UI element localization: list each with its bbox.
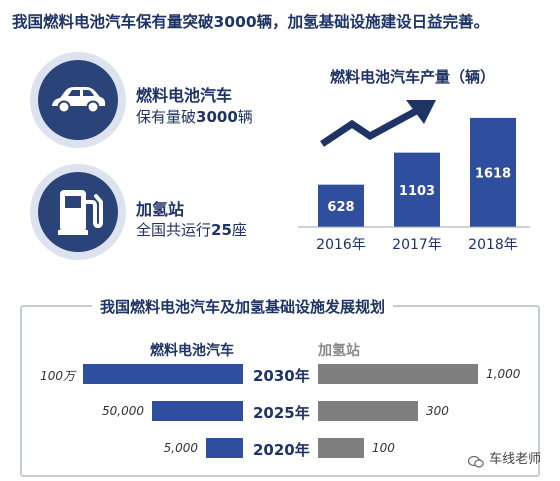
production-chart: 628 2016年 1103 2017年 1618 2018年 bbox=[298, 100, 530, 253]
production-data-label: 1103 bbox=[399, 184, 435, 199]
production-chart-title: 燃料电池汽车产量（辆） bbox=[330, 68, 496, 86]
production-data-label: 1618 bbox=[475, 166, 511, 181]
stat-h2-sub-suffix: 座 bbox=[231, 221, 247, 239]
trend-arrow-icon bbox=[320, 100, 436, 147]
plan-year-label: 2030年 bbox=[253, 367, 310, 385]
headline: 我国燃料电池汽车保有量突破3000辆，加氢基础设施建设日益完善。 bbox=[12, 13, 490, 31]
plan-h2-value: 100 bbox=[372, 441, 395, 455]
production-x-tick: 2016年 bbox=[316, 237, 366, 253]
watermark: 车线老师 bbox=[467, 448, 542, 468]
plan-year-label: 2020年 bbox=[253, 441, 310, 459]
stat-fcv-title: 燃料电池汽车 bbox=[136, 86, 233, 105]
stat-fcv-sub-number: 3000 bbox=[196, 108, 238, 126]
plan-h2-bar bbox=[318, 401, 418, 421]
production-bar bbox=[394, 152, 440, 227]
plan-fcv-bar bbox=[152, 401, 243, 421]
production-x-tick: 2017年 bbox=[392, 237, 442, 253]
car-icon bbox=[52, 87, 106, 114]
plan-h2-value: 1,000 bbox=[486, 367, 521, 381]
watermark-text: 车线老师 bbox=[489, 452, 542, 467]
plan-title: 我国燃料电池汽车及加氢基础设施发展规划 bbox=[92, 296, 394, 317]
plan-fcv-value: 50,000 bbox=[102, 404, 144, 418]
stat-h2-title: 加氢站 bbox=[136, 200, 185, 219]
plan-h2-bar bbox=[318, 438, 364, 458]
production-x-tick: 2018年 bbox=[468, 237, 518, 253]
plan-h2-value: 300 bbox=[426, 404, 449, 418]
fuel-pump-icon-badge bbox=[30, 164, 126, 260]
plan-fcv-label: 燃料电池汽车 bbox=[150, 343, 234, 359]
stat-h2-sub-number: 25 bbox=[211, 221, 232, 239]
stat-h2-sub: 全国共运行25座 bbox=[136, 219, 247, 240]
plan-h2-bar bbox=[318, 364, 478, 384]
stat-fcv-sub: 保有量破3000辆 bbox=[136, 106, 253, 127]
plan-fcv-value: 100万 bbox=[40, 369, 75, 383]
stat-fcv-sub-suffix: 辆 bbox=[237, 108, 253, 126]
plan-fcv-bar bbox=[206, 438, 243, 458]
plan-year-label: 2025年 bbox=[253, 404, 310, 422]
stat-h2-sub-prefix: 全国共运行 bbox=[136, 221, 212, 239]
stat-fcv-sub-prefix: 保有量破 bbox=[136, 108, 197, 126]
car-icon-badge bbox=[30, 52, 126, 148]
production-bar bbox=[318, 184, 364, 227]
production-bar bbox=[470, 117, 516, 227]
plan-fcv-value: 5,000 bbox=[163, 441, 198, 455]
wechat-icon bbox=[467, 453, 484, 468]
plan-fcv-bar bbox=[83, 364, 243, 384]
production-data-label: 628 bbox=[327, 200, 354, 215]
fuel-pump-icon bbox=[58, 190, 103, 235]
plan-h2-label: 加氢站 bbox=[318, 343, 360, 359]
